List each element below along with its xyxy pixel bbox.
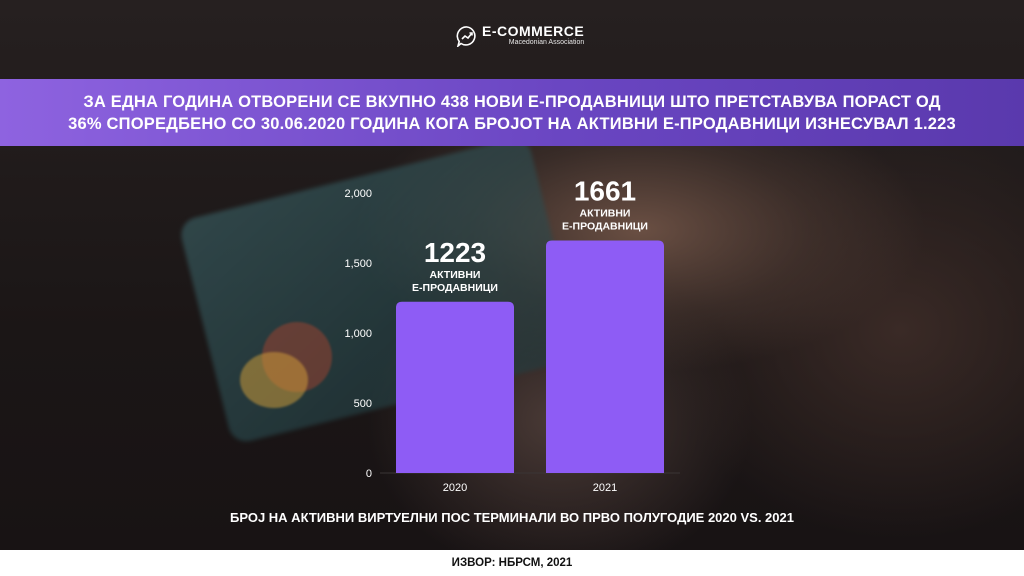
bar-caption-line-2: Е-ПРОДАВНИЦИ — [412, 282, 498, 294]
bar-2020 — [396, 301, 514, 473]
ecommerce-logo: E-COMMERCE Macedonian Association — [456, 24, 584, 47]
chart-title: БРОЈ НА АКТИВНИ ВИРТУЕЛНИ ПОС ТЕРМИНАЛИ … — [230, 510, 794, 525]
background-photo: E-COMMERCE Macedonian Association ЗА ЕДН… — [0, 0, 1024, 550]
headline-banner: ЗА ЕДНА ГОДИНА ОТВОРЕНИ СЕ ВКУПНО 438 НО… — [0, 79, 1024, 146]
bar-value-label: 1661 — [574, 175, 636, 206]
headline-line-2: 36% СПОРЕДБЕНО СО 30.06.2020 ГОДИНА КОГА… — [68, 114, 956, 133]
y-tick-label: 1,500 — [344, 258, 372, 270]
source-footer: ИЗВОР: НБРСМ, 2021 — [0, 550, 1024, 576]
bar-caption-line-2: Е-ПРОДАВНИЦИ — [562, 220, 648, 232]
bar-value-label: 1223 — [424, 237, 486, 268]
x-tick-label: 2020 — [443, 482, 467, 494]
y-tick-label: 2,000 — [344, 188, 372, 200]
headline-line-1: ЗА ЕДНА ГОДИНА ОТВОРЕНИ СЕ ВКУПНО 438 НО… — [83, 92, 941, 111]
logo-subtitle: Macedonian Association — [508, 39, 585, 46]
bar-caption-line-1: АКТИВНИ — [430, 269, 481, 281]
logo-name: E-COMMERCE — [482, 23, 585, 39]
chat-chart-icon — [456, 25, 476, 47]
card-logo-yellow — [240, 352, 308, 408]
y-tick-label: 0 — [366, 468, 372, 480]
x-tick-label: 2021 — [593, 482, 617, 494]
bar-2021 — [546, 240, 664, 473]
bar-caption-line-1: АКТИВНИ — [580, 207, 631, 219]
y-tick-label: 1,000 — [344, 328, 372, 340]
source-text: ИЗВОР: НБРСМ, 2021 — [451, 557, 573, 569]
headline: ЗА ЕДНА ГОДИНА ОТВОРЕНИ СЕ ВКУПНО 438 НО… — [12, 91, 1012, 135]
y-tick-label: 500 — [354, 398, 372, 410]
bar-chart: 05001,0001,5002,00020201223АКТИВНИЕ-ПРОД… — [344, 175, 680, 494]
